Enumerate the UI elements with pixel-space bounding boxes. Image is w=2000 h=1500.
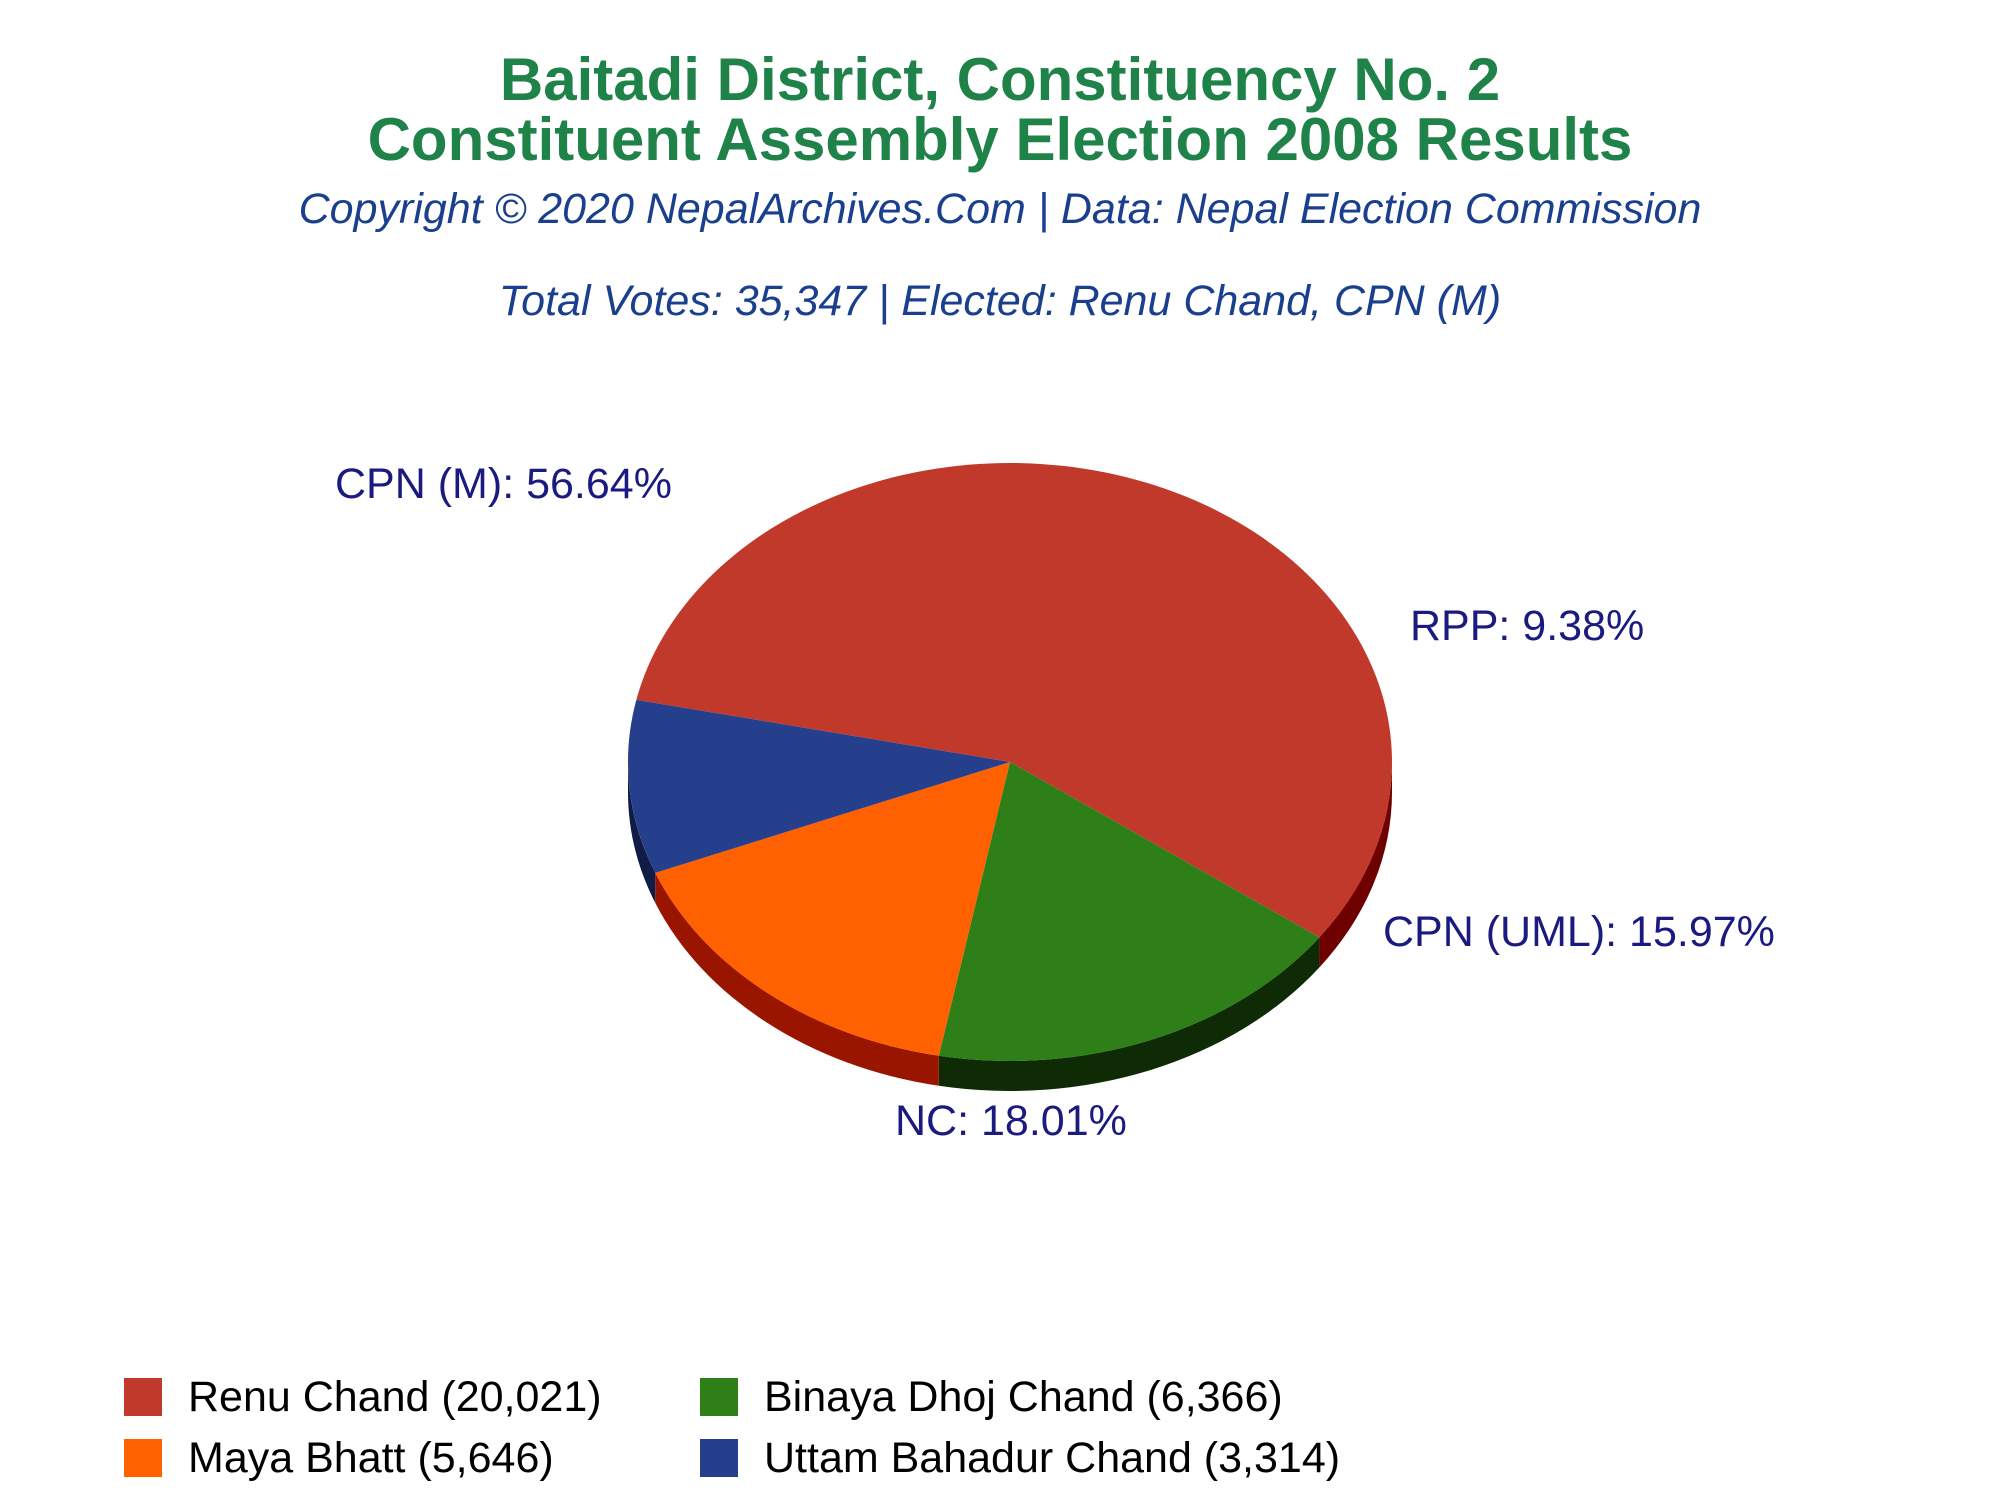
legend-swatch bbox=[700, 1439, 738, 1477]
legend-item: Binaya Dhoj Chand (6,366) bbox=[700, 1371, 1283, 1423]
slice-label-nc: NC: 18.01% bbox=[895, 1097, 1127, 1145]
pie-slice-rpp bbox=[628, 699, 1010, 873]
legend-label: Uttam Bahadur Chand (3,314) bbox=[764, 1433, 1341, 1482]
legend-item: Maya Bhatt (5,646) bbox=[124, 1432, 554, 1484]
legend-label: Binaya Dhoj Chand (6,366) bbox=[764, 1372, 1283, 1421]
slice-label-cpn-uml: CPN (UML): 15.97% bbox=[1383, 908, 1775, 956]
pie-side-rpp bbox=[628, 762, 656, 903]
chart-title-line-2: Constituent Assembly Election 2008 Resul… bbox=[367, 106, 1633, 173]
legend-item: Renu Chand (20,021) bbox=[124, 1371, 602, 1423]
pie-side-cpn-uml bbox=[655, 872, 939, 1086]
slice-label-rpp: RPP: 9.38% bbox=[1410, 602, 1644, 650]
legend-swatch bbox=[124, 1439, 162, 1477]
slice-label-cpn-m: CPN (M): 56.64% bbox=[335, 460, 672, 508]
legend-swatch bbox=[700, 1378, 738, 1416]
pie-slice-cpn-m bbox=[636, 462, 1392, 938]
pie-side-cpn-m bbox=[1319, 762, 1392, 968]
legend-item: Uttam Bahadur Chand (3,314) bbox=[700, 1432, 1340, 1484]
legend-label: Renu Chand (20,021) bbox=[188, 1372, 602, 1421]
pie-slice-cpn-uml bbox=[655, 762, 1010, 1056]
copyright-line: Copyright © 2020 NepalArchives.Com | Dat… bbox=[298, 185, 1702, 233]
pie-slice-nc bbox=[938, 762, 1320, 1061]
legend-swatch bbox=[124, 1378, 162, 1416]
pie-side-nc bbox=[938, 937, 1320, 1092]
legend-label: Maya Bhatt (5,646) bbox=[188, 1433, 554, 1482]
chart-title-line-1: Baitadi District, Constituency No. 2 bbox=[499, 46, 1501, 113]
summary-line: Total Votes: 35,347 | Elected: Renu Chan… bbox=[498, 277, 1502, 325]
